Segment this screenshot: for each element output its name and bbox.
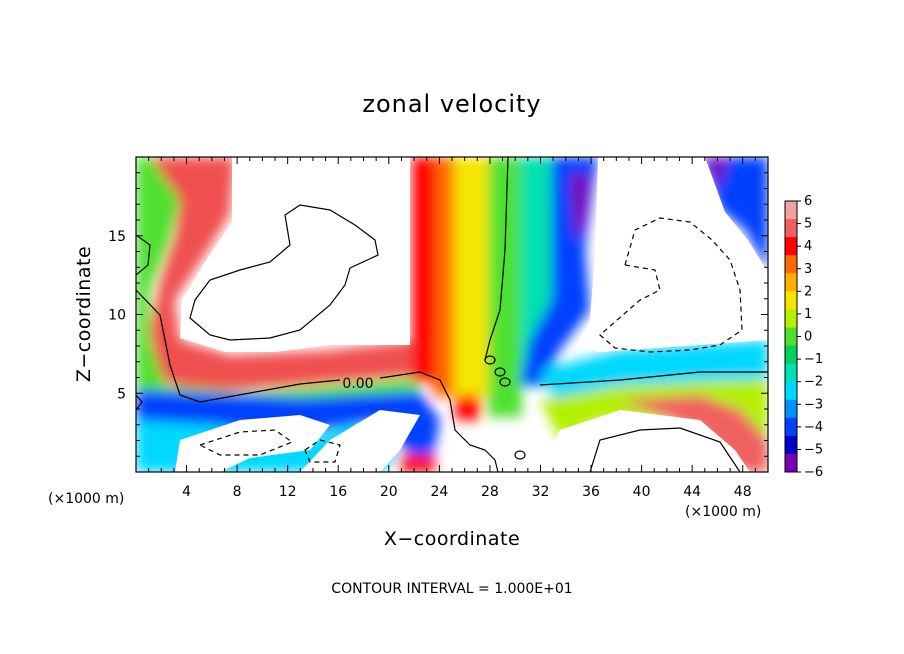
upper-right-purple	[705, 157, 728, 190]
contour-dashed-lower-left	[198, 429, 341, 463]
colorbar-label: −6	[804, 465, 823, 480]
y-axis-ticks: 5 10 15	[108, 172, 768, 457]
x-tick-label: 16	[329, 484, 347, 500]
contour-zero-line	[136, 289, 499, 472]
white-lower-left	[175, 415, 330, 472]
contour-upper-left	[189, 204, 379, 341]
colorbar-swatch	[785, 219, 797, 238]
colorbar-label: −2	[804, 375, 823, 390]
contour-right-lower	[539, 371, 768, 386]
colorbar-swatch	[785, 237, 797, 256]
colorbar-swatch	[785, 327, 797, 347]
easterly-core	[570, 175, 590, 240]
upper-right-blue	[700, 157, 768, 272]
colorbar-swatch	[785, 399, 797, 419]
colorbar-label: −4	[804, 420, 823, 435]
x-tick-label: 48	[734, 484, 752, 500]
white-lower-right	[540, 410, 750, 472]
contour-lines	[136, 157, 768, 472]
colorbar-label: 3	[804, 262, 812, 277]
x-tick-label: 28	[481, 484, 499, 500]
colorbar-swatch	[785, 309, 797, 328]
contour-lower-right	[589, 427, 741, 472]
colorbar-swatch	[785, 291, 797, 310]
x-tick-label: 40	[633, 484, 651, 500]
left-green-band	[136, 157, 420, 412]
colorbar-label: −5	[804, 442, 823, 457]
x-tick-label: 24	[430, 484, 448, 500]
contour-interval-note: CONTOUR INTERVAL = 1.000E+01	[331, 581, 572, 597]
lower-red-blobs	[400, 395, 480, 472]
white-lower-middle	[300, 410, 420, 472]
colorbar-label: 5	[804, 217, 812, 232]
x-axis-ticks: 4 8 12 16 20 24 28 32 36 40 44 48	[148, 157, 756, 500]
colorbar-label: −1	[804, 352, 823, 367]
x-tick-label: 12	[279, 484, 297, 500]
colorbar-label: 2	[804, 284, 812, 299]
colorbar-swatch	[785, 201, 797, 220]
colorbar-label: 0	[804, 330, 812, 345]
colorbar: 6 5 4 3 2 1 0 −1 −2 −3 −4 −5 −6	[784, 194, 823, 480]
colorbar-label: 6	[804, 194, 812, 209]
out-of-range-regions	[175, 157, 768, 472]
contour-label: 0.00	[342, 376, 373, 392]
jet-orange	[432, 157, 454, 397]
colorbar-swatch	[785, 435, 797, 455]
white-upper-left	[180, 157, 410, 352]
y-tick-label: 15	[108, 229, 126, 245]
contour-dashed-upper-right	[599, 217, 743, 353]
y-tick-label: 5	[117, 386, 126, 402]
y-tick-label: 10	[108, 308, 126, 324]
x-tick-label: 8	[233, 484, 242, 500]
x-tick-label: 32	[532, 484, 550, 500]
jet-red	[412, 157, 436, 382]
x-tick-label: 44	[683, 484, 701, 500]
x-tick-label: 4	[182, 484, 191, 500]
colorbar-swatch	[785, 273, 797, 292]
colorbar-swatch	[785, 255, 797, 274]
contour-left-edge	[136, 234, 151, 411]
white-bubbles	[445, 460, 492, 472]
colorbar-swatch	[785, 453, 797, 473]
x-tick-label: 20	[380, 484, 398, 500]
contour-small-loops	[484, 355, 526, 460]
left-positive-band	[150, 157, 420, 392]
colorbar-label: 1	[804, 307, 812, 322]
y-axis-label: Z−coordinate	[73, 246, 95, 382]
colorbar-swatch	[785, 363, 797, 383]
x-tick-label: 36	[582, 484, 600, 500]
jet-yellow	[448, 157, 488, 397]
colorbar-swatch	[785, 417, 797, 437]
x-unit-left: (×1000 m)	[48, 491, 124, 507]
chart-title: zonal velocity	[362, 90, 541, 118]
contour-jet-edge	[484, 157, 509, 361]
colorbar-label: −3	[804, 397, 823, 412]
colorbar-label: 4	[804, 239, 812, 254]
colorbar-swatch	[785, 345, 797, 365]
colorbar-swatch	[785, 381, 797, 401]
white-upper-right	[575, 157, 768, 352]
x-axis-label: X−coordinate	[384, 528, 520, 550]
plot-area: 0.00	[136, 157, 768, 472]
x-unit-right: (×1000 m)	[685, 504, 761, 520]
